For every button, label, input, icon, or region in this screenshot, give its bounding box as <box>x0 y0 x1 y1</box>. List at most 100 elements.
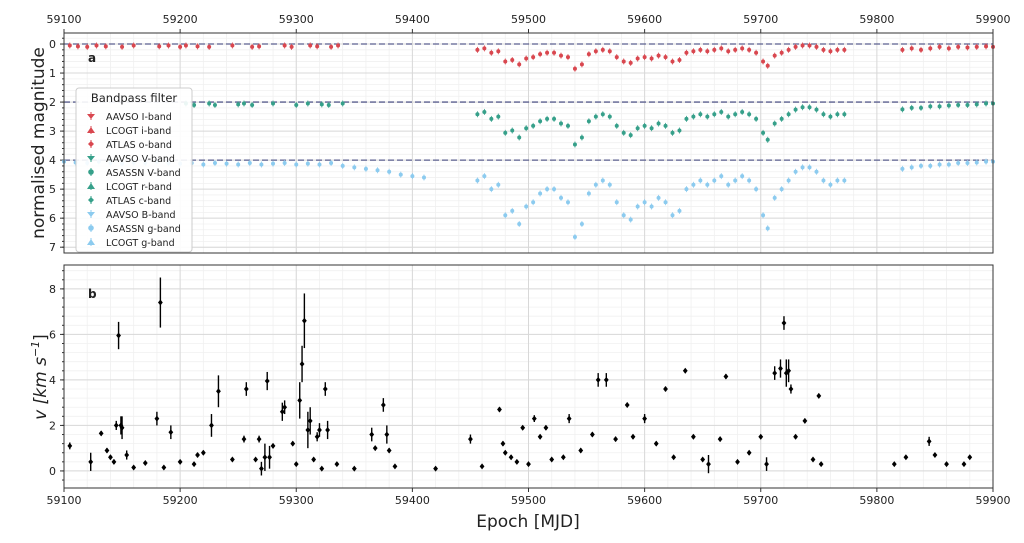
data-point-red <box>496 49 501 54</box>
data-point-red <box>956 44 961 49</box>
data-point-blue <box>387 169 392 174</box>
velocity-point <box>663 386 668 393</box>
panel-b-label: b <box>88 287 97 301</box>
velocity-point <box>104 447 110 454</box>
data-point-blue <box>224 161 229 166</box>
data-point-red <box>538 52 543 57</box>
velocity-point <box>468 436 473 443</box>
data-point-green <box>835 112 840 117</box>
data-point-blue <box>600 178 605 183</box>
data-point-red <box>800 43 805 48</box>
data-point-green <box>747 112 752 117</box>
data-point-red <box>131 43 136 48</box>
velocity-point <box>229 456 235 463</box>
data-point-red <box>289 44 294 49</box>
legend-entry-label: ATLAS o-band <box>106 140 172 151</box>
velocity-point <box>818 461 824 468</box>
velocity-point <box>325 426 331 433</box>
data-point-red <box>719 46 724 51</box>
data-point-red <box>75 44 80 49</box>
data-point-blue <box>747 178 752 183</box>
velocity-point <box>301 317 307 324</box>
data-point-blue <box>579 221 584 226</box>
data-point-blue <box>937 162 942 167</box>
data-point-red <box>712 47 717 52</box>
velocity-point <box>111 458 117 465</box>
velocity-point <box>810 456 816 463</box>
data-point-green <box>691 114 696 119</box>
legend-marker-triangle-down <box>87 156 95 161</box>
data-point-red <box>593 49 598 54</box>
velocity-point <box>243 386 249 393</box>
velocity-point <box>682 367 688 374</box>
data-point-green <box>593 114 598 119</box>
data-point-blue <box>656 195 661 200</box>
data-point-blue <box>835 178 840 183</box>
data-point-green <box>510 128 515 133</box>
data-point-blue <box>965 161 970 166</box>
data-point-green <box>607 114 612 119</box>
y-tick-label: 0 <box>49 38 56 51</box>
data-point-green <box>807 105 812 110</box>
data-point-red <box>315 44 320 49</box>
velocity-point <box>67 442 73 449</box>
data-point-green <box>649 126 654 131</box>
data-point-red <box>656 53 661 58</box>
velocity-point <box>307 417 313 424</box>
legend-marker-triangle-up <box>87 239 95 245</box>
velocity-point <box>108 454 113 461</box>
velocity-point <box>384 431 390 438</box>
data-point-blue <box>247 161 252 166</box>
velocity-point <box>786 367 792 374</box>
velocity-point <box>209 422 214 429</box>
x-tick-label: 59300 <box>279 13 314 26</box>
velocity-point <box>386 447 392 454</box>
data-point-red <box>614 55 619 60</box>
data-point-red <box>166 43 171 48</box>
x-tick-label: 59700 <box>743 13 778 26</box>
data-point-blue <box>719 174 724 179</box>
velocity-point <box>497 406 502 413</box>
velocity-point <box>502 449 508 456</box>
data-point-blue <box>329 161 334 166</box>
legend-entry-label: AAVSO I-band <box>106 112 172 123</box>
data-point-red <box>572 66 577 71</box>
x-tick-label: 59400 <box>395 494 430 507</box>
x-tick-label: 59600 <box>627 13 662 26</box>
data-point-blue <box>586 191 591 196</box>
velocity-point <box>758 433 764 440</box>
data-point-blue <box>663 200 668 205</box>
velocity-point <box>520 424 526 431</box>
velocity-point <box>322 386 328 393</box>
velocity-point <box>500 440 506 447</box>
velocity-point <box>735 458 740 465</box>
velocity-point <box>116 332 121 339</box>
x-tick-label: 59500 <box>511 494 546 507</box>
data-point-green <box>800 105 805 110</box>
data-point-green <box>572 142 577 147</box>
legend-marker-triangle-down <box>87 114 95 119</box>
x-tick-label: 59300 <box>279 494 314 507</box>
velocity-point <box>926 438 932 445</box>
legend-entry-label: ATLAS c-band <box>106 196 171 207</box>
x-tick-label: 59800 <box>859 494 894 507</box>
data-point-red <box>965 45 970 50</box>
velocity-point <box>717 436 723 443</box>
velocity-point <box>334 461 340 468</box>
y-tick-label: 2 <box>49 96 56 109</box>
data-point-green <box>586 119 591 124</box>
data-point-green <box>600 112 605 117</box>
data-point-green <box>909 105 914 110</box>
velocity-point <box>177 458 183 465</box>
data-point-blue <box>814 169 819 174</box>
velocity-point <box>549 456 555 463</box>
data-point-blue <box>489 187 494 192</box>
data-point-green <box>552 116 557 121</box>
data-point-blue <box>559 195 564 200</box>
velocity-point <box>380 401 386 408</box>
data-point-green <box>842 112 847 117</box>
velocity-point <box>537 433 543 440</box>
velocity-point <box>282 404 288 411</box>
data-point-green <box>793 107 798 112</box>
data-point-red <box>120 44 125 49</box>
